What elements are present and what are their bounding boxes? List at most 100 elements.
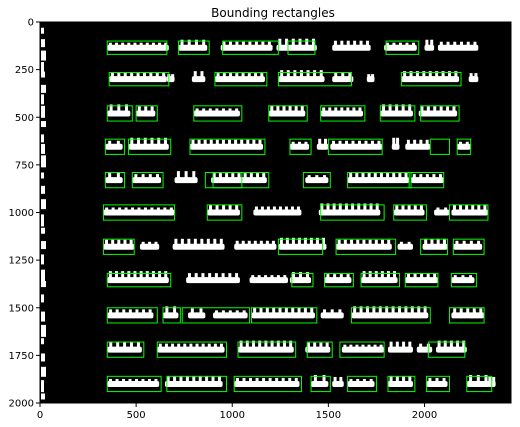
- text-blob: [249, 275, 288, 284]
- text-blob: [172, 238, 225, 250]
- text-blob: [211, 173, 267, 184]
- strip-mark: [41, 227, 45, 234]
- text-blob: [347, 172, 410, 184]
- y-tick-label: 250: [15, 65, 34, 76]
- strip-mark: [41, 294, 44, 303]
- strip-mark: [41, 39, 45, 48]
- bounding-box: [450, 272, 477, 288]
- text-blob: [107, 309, 154, 319]
- bounding-box: [320, 204, 385, 221]
- y-tick-label: 1250: [9, 256, 34, 267]
- text-blob: [436, 340, 467, 353]
- text-blob: [164, 375, 223, 387]
- text-blob: [318, 203, 381, 216]
- y-tick-label: 0: [28, 18, 34, 29]
- text-blob: [132, 174, 162, 184]
- text-blob: [418, 106, 458, 117]
- text-blob: [468, 73, 479, 83]
- text-blob: [213, 310, 248, 319]
- text-blob: [107, 341, 142, 353]
- bounding-box: [420, 105, 460, 122]
- text-blob: [136, 106, 156, 117]
- text-blob: [366, 74, 375, 83]
- x-tick-label: 0: [37, 410, 43, 421]
- bounding-box: [302, 171, 331, 189]
- bounding-box: [135, 105, 158, 122]
- bounding-box: [429, 138, 450, 155]
- bounding-box: [181, 307, 251, 324]
- bounding-box: [291, 272, 314, 288]
- text-blob: [391, 137, 400, 150]
- bounding-box: [427, 341, 466, 358]
- strip-mark: [41, 62, 44, 75]
- bounding-box: [212, 171, 270, 189]
- text-blob: [405, 139, 431, 150]
- strip-mark: [41, 281, 46, 288]
- text-blob: [380, 104, 413, 117]
- strip-mark: [41, 241, 46, 250]
- bounding-box: [320, 105, 366, 122]
- text-blob: [157, 343, 225, 353]
- text-blob: [189, 139, 264, 150]
- bounding-boxes: [102, 40, 493, 393]
- y-tick-label: 500: [15, 113, 34, 124]
- bounding-box: [106, 40, 168, 55]
- strip-mark: [41, 94, 44, 105]
- text-blob: [268, 105, 306, 117]
- text-blob: [387, 375, 413, 387]
- text-blob: [453, 240, 483, 250]
- bounding-box: [404, 272, 439, 288]
- text-blob: [128, 137, 169, 150]
- bounding-box: [193, 105, 243, 122]
- text-blob: [437, 41, 479, 51]
- bounding-box: [214, 71, 268, 87]
- strip-mark: [41, 172, 44, 179]
- bounding-box: [268, 105, 308, 122]
- bounding-box: [324, 272, 354, 288]
- text-blob: [214, 73, 265, 83]
- bounding-box: [393, 204, 427, 221]
- strip-mark: [41, 199, 46, 210]
- bounding-box: [379, 105, 416, 122]
- bounding-box: [156, 341, 227, 358]
- text-blob: [103, 239, 135, 250]
- text-blob: [324, 274, 352, 284]
- x-tick-label: 1500: [316, 410, 341, 421]
- text-blob: [178, 39, 208, 51]
- bounding-box: [347, 171, 412, 189]
- bounding-box: [250, 307, 318, 324]
- bounding-box: [177, 40, 210, 55]
- bounding-box: [106, 375, 162, 393]
- bounding-box: [102, 238, 135, 255]
- text-blob: [105, 140, 123, 150]
- y-tick-label: 1500: [9, 303, 34, 314]
- bounding-box: [233, 375, 302, 393]
- bounding-box: [289, 138, 312, 155]
- text-blob: [107, 42, 169, 51]
- text-blob: [103, 207, 175, 216]
- y-tick-label: 2000: [9, 399, 34, 410]
- text-blob: [188, 308, 206, 319]
- bounding-box: [466, 375, 493, 393]
- text-blob: [289, 141, 310, 150]
- text-blob: [305, 175, 329, 184]
- text-blob: [332, 72, 354, 83]
- text-blob: [234, 240, 277, 250]
- text-blob: [451, 308, 485, 319]
- bounding-box: [106, 105, 133, 122]
- text-blob: [289, 272, 312, 284]
- strip-mark: [41, 185, 45, 194]
- text-blob: [457, 141, 471, 150]
- text-blob: [278, 70, 325, 83]
- bounding-box: [127, 138, 172, 155]
- bounding-box: [222, 40, 279, 55]
- y-tick-label: 750: [15, 160, 34, 171]
- bounding-box: [206, 204, 243, 221]
- text-blob: [434, 207, 450, 216]
- text-blob: [424, 39, 435, 51]
- text-blobs: [103, 38, 496, 387]
- text-blob: [163, 306, 179, 319]
- text-blob: [253, 206, 302, 216]
- text-blob: [220, 41, 273, 51]
